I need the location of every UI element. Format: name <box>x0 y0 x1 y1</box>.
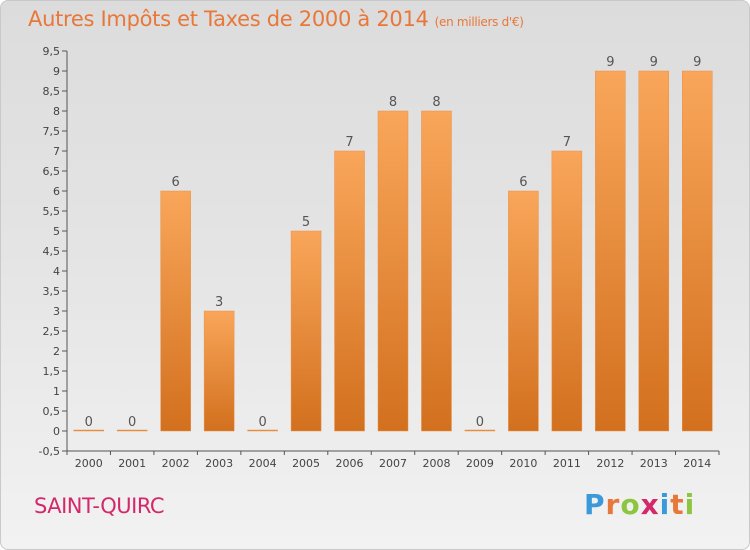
value-label: 6 <box>519 175 527 190</box>
x-tick-label: 2007 <box>379 457 407 470</box>
value-label: 3 <box>215 295 223 310</box>
value-label: 7 <box>563 135 571 150</box>
x-tick-label: 2014 <box>683 457 711 470</box>
value-labels: 0 0 6 3 0 5 7 8 8 0 6 7 9 9 9 <box>85 55 702 430</box>
y-tick-label: 6 <box>53 185 60 198</box>
axes: -0,5 0 0,5 1 1,5 2 2,5 3 3,5 4 4,5 5 5,5 6 6,5 7 7,5 8 8,5… <box>39 45 720 470</box>
y-tick-label: 2 <box>53 345 60 358</box>
bar <box>638 70 670 432</box>
logo-letter: i <box>684 488 696 521</box>
bar <box>421 110 452 432</box>
y-tick-label: 0 <box>53 425 60 438</box>
y-tick-label: 4 <box>53 265 60 278</box>
value-label: 6 <box>172 175 180 190</box>
bar <box>73 429 104 432</box>
value-label: 9 <box>650 55 658 70</box>
value-label: 5 <box>302 215 310 230</box>
x-tick-label: 2008 <box>422 457 450 470</box>
value-label: 8 <box>432 95 440 110</box>
y-tick-label: 5 <box>53 225 60 238</box>
y-tick-label: 3 <box>53 305 60 318</box>
x-tick-label: 2009 <box>466 457 494 470</box>
logo-letter: x <box>640 488 660 521</box>
x-tick-label: 2004 <box>249 457 277 470</box>
y-tick-label: 5,5 <box>43 205 61 218</box>
y-tick-label: 9 <box>53 65 60 78</box>
y-tick-label: 9,5 <box>43 45 61 58</box>
y-tick-label: 6,5 <box>43 165 61 178</box>
logo-letter: i <box>659 488 671 521</box>
value-label: 9 <box>606 55 614 70</box>
x-tick-label: 2003 <box>205 457 233 470</box>
bar <box>160 190 191 432</box>
x-tick-label: 2012 <box>596 457 624 470</box>
x-tick-label: 2006 <box>336 457 364 470</box>
x-tick-label: 2002 <box>162 457 190 470</box>
bar <box>595 70 626 432</box>
value-label: 0 <box>85 415 93 430</box>
y-tick-label: 0,5 <box>43 405 61 418</box>
bar <box>203 310 235 432</box>
y-tick-label: 8,5 <box>43 85 61 98</box>
logo-letter: P <box>584 488 606 521</box>
bar <box>508 190 539 432</box>
y-tick-label: 1,5 <box>43 365 61 378</box>
value-label: 7 <box>345 135 353 150</box>
chart-title: Autres Impôts et Taxes de 2000 à 2014 (en… <box>28 7 524 31</box>
value-label: 0 <box>476 415 484 430</box>
value-label: 0 <box>258 415 266 430</box>
value-label: 8 <box>389 95 397 110</box>
x-tick-label: 2011 <box>553 457 581 470</box>
y-tick-label: 7,5 <box>43 125 61 138</box>
x-tick-label: 2005 <box>292 457 320 470</box>
chart-title-main: Autres Impôts et Taxes de 2000 à 2014 <box>28 7 429 31</box>
bar <box>290 230 322 432</box>
y-tick-label: 8 <box>53 105 60 118</box>
x-tick-label: 2001 <box>118 457 146 470</box>
y-tick-label: 1 <box>53 385 60 398</box>
bar <box>334 150 365 432</box>
y-tick-label: 2,5 <box>43 325 61 338</box>
x-tick-label: 2000 <box>75 457 103 470</box>
proxiti-logo: Proxiti <box>584 488 695 521</box>
bar <box>464 429 496 432</box>
y-tick-label: -0,5 <box>39 445 60 458</box>
logo-letter: o <box>620 488 641 521</box>
logo-letter: r <box>605 488 621 521</box>
bar <box>551 150 583 432</box>
bar <box>682 70 713 432</box>
y-tick-label: 7 <box>53 145 60 158</box>
bars <box>73 70 713 432</box>
x-tick-label: 2013 <box>640 457 668 470</box>
commune-name: SAINT-QUIRC <box>34 494 165 518</box>
chart-title-unit: (en milliers d'€) <box>434 15 524 29</box>
value-label: 9 <box>693 55 701 70</box>
bar <box>247 429 278 432</box>
value-label: 0 <box>128 415 136 430</box>
logo-letter: t <box>670 488 685 521</box>
bar <box>116 429 148 432</box>
bar <box>377 110 409 432</box>
y-tick-label: 3,5 <box>43 285 61 298</box>
x-tick-label: 2010 <box>509 457 537 470</box>
y-tick-label: 4,5 <box>43 245 61 258</box>
